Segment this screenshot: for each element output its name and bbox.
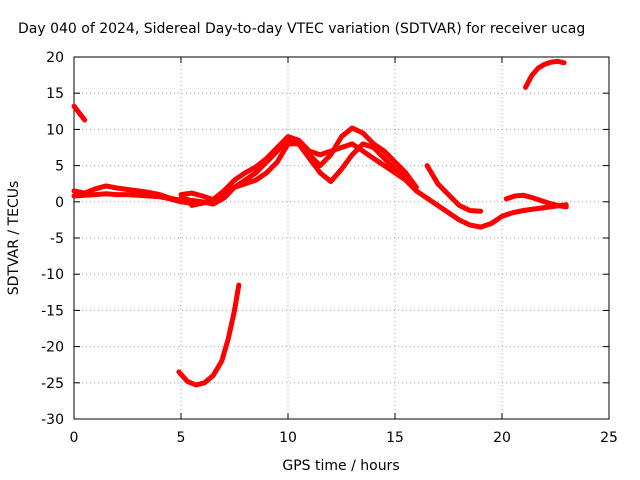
x-tick-label: 0 xyxy=(70,430,79,446)
grid-layer xyxy=(74,57,609,419)
x-tick-label: 25 xyxy=(600,430,618,446)
series-line-sat-k xyxy=(523,58,567,90)
y-tick-label: -30 xyxy=(41,412,64,428)
y-tick-label: -20 xyxy=(41,340,64,356)
series-line-sat-i xyxy=(413,188,569,230)
series-line-sat-h xyxy=(424,163,484,214)
series-layer xyxy=(71,58,569,388)
y-tick-label: 10 xyxy=(46,122,64,138)
x-tick-label: 20 xyxy=(493,430,511,446)
series-line-sat-a xyxy=(71,103,88,123)
y-axis-label: SDTVAR / TECUs xyxy=(6,181,22,296)
y-tick-label: 5 xyxy=(55,159,64,175)
y-tick-label: 20 xyxy=(46,50,64,66)
series-line-sat-j xyxy=(503,192,569,210)
y-tick-label: 0 xyxy=(55,195,64,211)
y-tick-label: -25 xyxy=(41,376,64,392)
x-axis-label: GPS time / hours xyxy=(282,458,399,474)
series-line-sat-f xyxy=(189,141,409,208)
x-tick-label: 15 xyxy=(386,430,404,446)
y-tick-label: 15 xyxy=(46,86,64,102)
x-tick-label: 10 xyxy=(279,430,297,446)
tick-layer: 0 5 10 15 20 25 -30 -25 -20 -15 -10 -5 0 5 10 15 20 xyxy=(41,50,618,446)
series-line-sat-g xyxy=(176,282,242,388)
chart-title: Day 040 of 2024, Sidereal Day-to-day VTE… xyxy=(18,21,585,37)
y-tick-label: -15 xyxy=(41,303,64,319)
y-tick-label: -5 xyxy=(50,231,64,247)
series-line-sat-c xyxy=(71,191,195,206)
y-tick-label: -10 xyxy=(41,267,64,283)
x-tick-label: 5 xyxy=(177,430,186,446)
